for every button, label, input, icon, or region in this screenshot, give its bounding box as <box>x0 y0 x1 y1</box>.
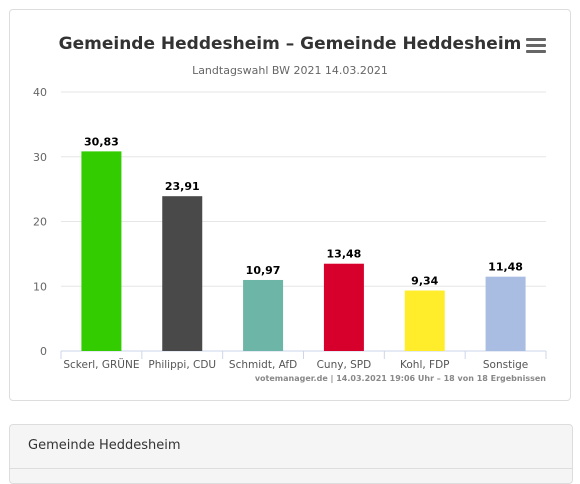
data-label: 10,97 <box>246 264 281 277</box>
x-tick-label: Cuny, SPD <box>317 359 372 371</box>
y-tick-label: 30 <box>33 151 47 164</box>
data-label: 30,83 <box>84 135 119 148</box>
data-label: 9,34 <box>411 275 438 288</box>
y-tick-label: 20 <box>33 216 47 229</box>
bar <box>485 276 526 351</box>
y-tick-label: 0 <box>40 345 47 358</box>
chart-subtitle: Landtagswahl BW 2021 14.03.2021 <box>192 64 388 77</box>
y-tick-label: 40 <box>33 86 47 99</box>
bar <box>162 196 203 351</box>
chart-title: Gemeinde Heddesheim – Gemeinde Heddeshei… <box>58 34 522 54</box>
data-label: 23,91 <box>165 180 200 193</box>
bar <box>243 279 284 351</box>
x-tick-label: Philippi, CDU <box>148 359 216 371</box>
bar-chart: 0 10 20 30 40 30,83 Sckerl, GRÜNE 23,91 Philippi… <box>33 86 547 383</box>
hamburger-menu-icon[interactable] <box>526 38 546 56</box>
chart-credits: votemanager.de | 14.03.2021 19:06 Uhr – … <box>255 374 546 383</box>
bar <box>81 151 122 351</box>
y-tick-label: 10 <box>33 280 47 293</box>
menu-line <box>526 38 546 41</box>
results-panel: Gemeinde Heddesheim <box>9 424 573 484</box>
bar <box>404 290 445 351</box>
menu-line <box>526 50 546 53</box>
x-tick-label: Sckerl, GRÜNE <box>63 358 139 371</box>
panel-divider <box>10 468 572 469</box>
bar <box>323 263 364 351</box>
panel-title: Gemeinde Heddesheim <box>28 438 181 453</box>
x-tick-label: Kohl, FDP <box>400 359 450 371</box>
data-label: 13,48 <box>327 248 362 261</box>
x-tick-label: Schmidt, AfD <box>229 359 297 371</box>
data-label: 11,48 <box>488 261 523 274</box>
menu-line <box>526 44 546 47</box>
x-tick-label: Sonstige <box>483 359 528 371</box>
